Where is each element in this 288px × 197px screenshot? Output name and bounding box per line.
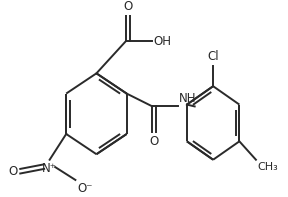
Text: O: O	[123, 0, 132, 13]
Text: Cl: Cl	[207, 50, 219, 63]
Text: NH: NH	[179, 92, 196, 105]
Text: N⁺: N⁺	[42, 162, 57, 175]
Text: O⁻: O⁻	[77, 182, 93, 195]
Text: CH₃: CH₃	[258, 163, 278, 172]
Text: O: O	[149, 135, 159, 148]
Text: OH: OH	[154, 35, 171, 48]
Text: O: O	[8, 165, 18, 178]
